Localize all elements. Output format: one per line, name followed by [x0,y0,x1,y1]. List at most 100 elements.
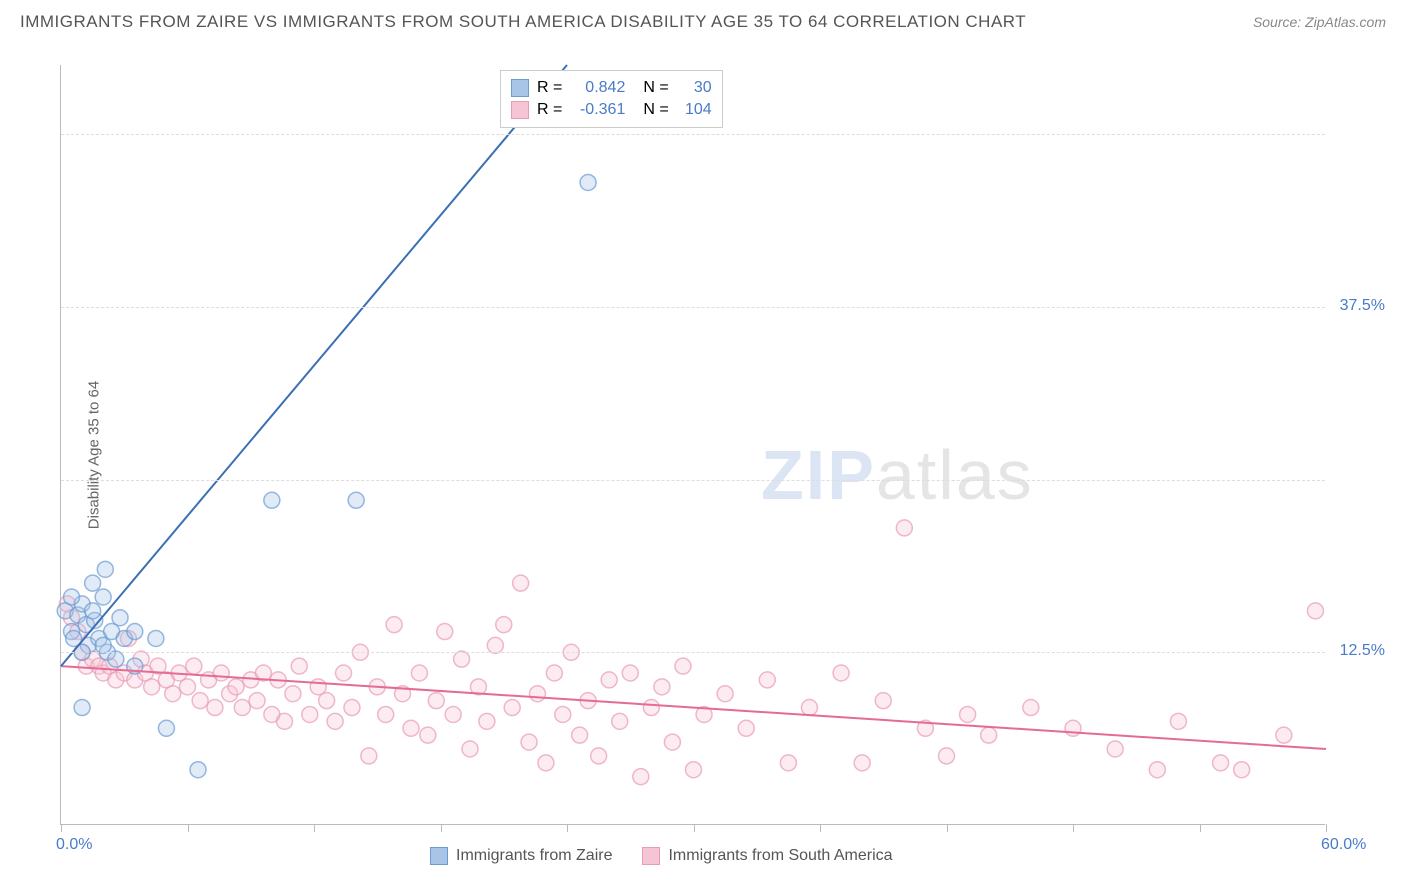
scatter-point [479,713,495,729]
n-value-zaire: 30 [677,79,712,97]
chart-title: IMMIGRANTS FROM ZAIRE VS IMMIGRANTS FROM… [20,12,1026,32]
legend-item-sa: Immigrants from South America [642,847,892,865]
scatter-point [85,603,101,619]
chart-container: Disability Age 35 to 64 ZIPatlas 12.5%37… [50,45,1390,865]
scatter-point [664,734,680,750]
scatter-point [1213,755,1229,771]
scatter-point [454,651,470,667]
scatter-point [529,686,545,702]
source-attribution: Source: ZipAtlas.com [1253,14,1386,30]
scatter-point [612,713,628,729]
scatter-point [112,610,128,626]
scatter-point [546,665,562,681]
scatter-point [854,755,870,771]
scatter-point [833,665,849,681]
scatter-point [302,706,318,722]
r-label: R = [537,79,562,97]
scatter-point [348,492,364,508]
scatter-point [462,741,478,757]
n-label: N = [643,79,668,97]
x-tick [1073,824,1074,832]
scatter-point [538,755,554,771]
correlation-legend: R = 0.842 N = 30 R = -0.361 N = 104 [500,70,723,128]
scatter-point [555,706,571,722]
scatter-point [285,686,301,702]
trend-line [61,65,567,666]
scatter-point [127,624,143,640]
correlation-row-zaire: R = 0.842 N = 30 [511,77,712,99]
x-tick [1326,824,1327,832]
scatter-point [445,706,461,722]
scatter-point [504,700,520,716]
scatter-point [108,651,124,667]
scatter-point [960,706,976,722]
x-tick-label: 60.0% [1321,836,1366,854]
scatter-point [1065,720,1081,736]
scatter-point [601,672,617,688]
scatter-point [896,520,912,536]
scatter-point [228,679,244,695]
scatter-point [1234,762,1250,778]
scatter-point [213,665,229,681]
x-tick [61,824,62,832]
scatter-point [207,700,223,716]
scatter-point [327,713,343,729]
plot-svg [61,65,1325,824]
scatter-point [249,693,265,709]
scatter-point [717,686,733,702]
scatter-point [180,679,196,695]
x-tick [1200,824,1201,832]
x-tick [694,824,695,832]
scatter-point [148,630,164,646]
x-tick-label: 0.0% [56,836,92,854]
scatter-point [437,624,453,640]
swatch-zaire [511,79,529,97]
r-value-sa: -0.361 [570,101,625,119]
scatter-point [192,693,208,709]
y-tick-label: 37.5% [1340,297,1385,315]
scatter-point [981,727,997,743]
x-tick [314,824,315,832]
legend-item-zaire: Immigrants from Zaire [430,847,612,865]
scatter-point [336,665,352,681]
scatter-point [291,658,307,674]
scatter-point [1149,762,1165,778]
scatter-point [165,686,181,702]
scatter-point [496,617,512,633]
scatter-point [158,720,174,736]
scatter-point [875,693,891,709]
x-tick [188,824,189,832]
n-label: N = [643,101,668,119]
scatter-point [411,665,427,681]
scatter-point [1023,700,1039,716]
scatter-point [1170,713,1186,729]
scatter-point [95,589,111,605]
scatter-point [186,658,202,674]
scatter-point [64,589,80,605]
scatter-point [1276,727,1292,743]
scatter-point [675,658,691,674]
correlation-row-sa: R = -0.361 N = 104 [511,99,712,121]
scatter-point [622,665,638,681]
x-tick [947,824,948,832]
gridline-h [61,480,1325,481]
gridline-h [61,652,1325,653]
plot-area: ZIPatlas 12.5%37.5%0.0%60.0% [60,65,1325,825]
scatter-point [686,762,702,778]
scatter-point [487,637,503,653]
scatter-point [1307,603,1323,619]
scatter-point [264,492,280,508]
scatter-point [591,748,607,764]
scatter-point [144,679,160,695]
x-tick [567,824,568,832]
swatch-sa [511,101,529,119]
scatter-point [234,700,250,716]
scatter-point [403,720,419,736]
scatter-point [386,617,402,633]
series-legend: Immigrants from Zaire Immigrants from So… [430,847,893,865]
scatter-point [95,637,111,653]
scatter-point [190,762,206,778]
scatter-point [521,734,537,750]
r-label: R = [537,101,562,119]
scatter-point [1107,741,1123,757]
